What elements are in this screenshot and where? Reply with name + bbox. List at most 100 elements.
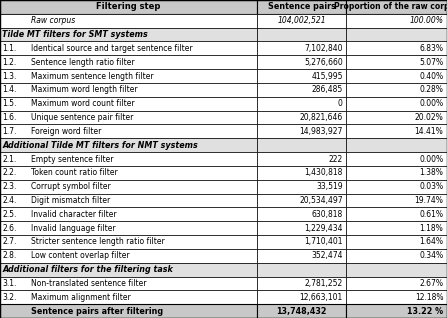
Bar <box>257 166 346 180</box>
Bar <box>346 138 447 152</box>
Text: 630,818: 630,818 <box>312 210 343 219</box>
Text: Additional Tilde MT filters for NMT systems: Additional Tilde MT filters for NMT syst… <box>2 141 198 150</box>
Text: 2.7.: 2.7. <box>2 238 17 246</box>
Bar <box>0 194 257 207</box>
Bar <box>0 207 257 221</box>
Bar <box>257 0 346 14</box>
Bar <box>346 221 447 235</box>
Text: 2.5.: 2.5. <box>2 210 17 219</box>
Text: 415,995: 415,995 <box>312 72 343 80</box>
Bar <box>346 124 447 138</box>
Text: Token count ratio filter: Token count ratio filter <box>31 168 118 177</box>
Bar <box>346 277 447 290</box>
Bar <box>257 69 346 83</box>
Bar <box>0 166 257 180</box>
Text: 0: 0 <box>338 99 343 108</box>
Bar <box>346 97 447 111</box>
Text: Empty sentence filter: Empty sentence filter <box>31 155 114 163</box>
Bar <box>257 97 346 111</box>
Text: 0.28%: 0.28% <box>420 85 443 94</box>
Bar <box>0 290 257 304</box>
Bar <box>257 194 346 207</box>
Text: Invalid character filter: Invalid character filter <box>31 210 117 219</box>
Text: 19.74%: 19.74% <box>414 196 443 205</box>
Text: 2.2.: 2.2. <box>2 168 17 177</box>
Text: 2.4.: 2.4. <box>2 196 17 205</box>
Text: 13.22 %: 13.22 % <box>407 307 443 315</box>
Bar <box>346 304 447 318</box>
Bar <box>0 221 257 235</box>
Text: 5.07%: 5.07% <box>419 58 443 67</box>
Text: 1,710,401: 1,710,401 <box>304 238 343 246</box>
Text: 20,821,646: 20,821,646 <box>299 113 343 122</box>
Bar <box>0 304 257 318</box>
Bar <box>0 277 257 290</box>
Bar <box>0 83 257 97</box>
Bar <box>257 304 346 318</box>
Bar <box>0 97 257 111</box>
Bar <box>257 290 346 304</box>
Text: 14.41%: 14.41% <box>415 127 443 136</box>
Text: 3.1.: 3.1. <box>2 279 17 288</box>
Text: Non-translated sentence filter: Non-translated sentence filter <box>31 279 147 288</box>
Bar <box>257 83 346 97</box>
Text: 12,663,101: 12,663,101 <box>299 293 343 302</box>
Bar <box>0 0 257 14</box>
Bar <box>257 207 346 221</box>
Text: 0.03%: 0.03% <box>419 182 443 191</box>
Bar <box>257 55 346 69</box>
Text: Proportion of the raw corpus: Proportion of the raw corpus <box>334 3 447 11</box>
Text: Invalid language filter: Invalid language filter <box>31 224 116 233</box>
Bar <box>0 111 257 124</box>
Text: 1.5.: 1.5. <box>2 99 17 108</box>
Bar <box>257 41 346 55</box>
Text: 14,983,927: 14,983,927 <box>299 127 343 136</box>
Bar <box>257 221 346 235</box>
Bar <box>346 152 447 166</box>
Text: Maximum word length filter: Maximum word length filter <box>31 85 138 94</box>
Text: Raw corpus: Raw corpus <box>31 16 76 25</box>
Text: Digit mismatch filter: Digit mismatch filter <box>31 196 110 205</box>
Bar <box>257 124 346 138</box>
Bar <box>346 0 447 14</box>
Text: Stricter sentence length ratio filter: Stricter sentence length ratio filter <box>31 238 165 246</box>
Text: 0.00%: 0.00% <box>419 155 443 163</box>
Bar <box>257 28 346 41</box>
Text: 104,002,521: 104,002,521 <box>278 16 326 25</box>
Bar <box>346 55 447 69</box>
Text: 1.3.: 1.3. <box>2 72 17 80</box>
Text: Maximum sentence length filter: Maximum sentence length filter <box>31 72 154 80</box>
Text: 20,534,497: 20,534,497 <box>299 196 343 205</box>
Bar <box>257 138 346 152</box>
Text: Foreign word filter: Foreign word filter <box>31 127 101 136</box>
Bar <box>0 235 257 249</box>
Bar <box>0 152 257 166</box>
Bar <box>346 249 447 263</box>
Bar <box>346 166 447 180</box>
Bar <box>346 194 447 207</box>
Bar <box>346 290 447 304</box>
Text: 286,485: 286,485 <box>312 85 343 94</box>
Text: 12.18%: 12.18% <box>415 293 443 302</box>
Text: Additional filters for the filtering task: Additional filters for the filtering tas… <box>2 265 173 274</box>
Text: Low content overlap filter: Low content overlap filter <box>31 251 130 260</box>
Text: Sentence pairs: Sentence pairs <box>268 3 336 11</box>
Text: Identical source and target sentence filter: Identical source and target sentence fil… <box>31 44 193 53</box>
Bar <box>257 111 346 124</box>
Text: 222: 222 <box>329 155 343 163</box>
Text: 0.34%: 0.34% <box>419 251 443 260</box>
Bar <box>0 249 257 263</box>
Text: 2.6.: 2.6. <box>2 224 17 233</box>
Text: 2.3.: 2.3. <box>2 182 17 191</box>
Bar <box>0 138 257 152</box>
Bar <box>257 263 346 277</box>
Text: 0.40%: 0.40% <box>419 72 443 80</box>
Bar <box>257 14 346 28</box>
Bar <box>346 28 447 41</box>
Text: 1.7.: 1.7. <box>2 127 17 136</box>
Text: Sentence pairs after filtering: Sentence pairs after filtering <box>31 307 164 315</box>
Bar <box>0 180 257 194</box>
Bar <box>346 14 447 28</box>
Text: Maximum word count filter: Maximum word count filter <box>31 99 135 108</box>
Bar <box>0 55 257 69</box>
